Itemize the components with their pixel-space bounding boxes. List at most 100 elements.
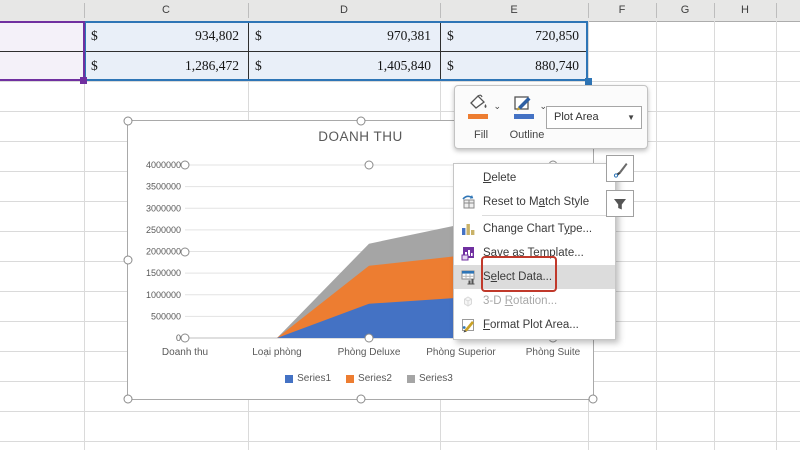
chart-selection-handle[interactable]: [123, 394, 133, 404]
legend-swatch: [406, 374, 415, 383]
currency-symbol: $: [447, 28, 454, 43]
chart-filters-button[interactable]: [606, 190, 634, 217]
legend-item[interactable]: Series1: [285, 373, 331, 384]
menu-item-label: Reset to Match Style: [483, 196, 590, 208]
plot-area-selection-handle[interactable]: [364, 160, 374, 170]
save-template-icon: [460, 245, 476, 261]
chart-selection-handle[interactable]: [588, 394, 598, 404]
chevron-down-icon[interactable]: ⌄: [539, 101, 547, 111]
menu-item-delete[interactable]: Delete: [454, 166, 615, 190]
y-axis-tick: 4000000: [146, 160, 181, 170]
menu-item-format-plot-area[interactable]: Format Plot Area...: [454, 313, 615, 337]
chart-selection-handle[interactable]: [356, 116, 366, 126]
funnel-icon: [614, 198, 626, 209]
cell-value: 934,802: [195, 28, 239, 43]
outline-button[interactable]: ⌄ Outline: [507, 93, 547, 141]
currency-symbol: $: [91, 58, 98, 73]
menu-item-label: Change Chart Type...: [483, 223, 593, 235]
menu-separator: [482, 215, 613, 216]
cell-value: 970,381: [387, 28, 431, 43]
chart-element-dropdown[interactable]: Plot Area ▼: [546, 106, 642, 129]
menu-item-label: Format Plot Area...: [483, 319, 579, 331]
x-axis-label: Phòng Suite: [525, 347, 581, 358]
plot-area-selection-handle[interactable]: [180, 160, 190, 170]
menu-item-reset-to-match-style[interactable]: Reset to Match Style: [454, 190, 615, 214]
y-axis-tick: 3500000: [146, 182, 181, 192]
dropdown-value: Plot Area: [554, 111, 599, 123]
dropdown-caret-icon: ▼: [627, 113, 635, 122]
currency-symbol: $: [447, 58, 454, 73]
x-axis-label: Doanh thu: [161, 347, 209, 358]
plot-area-selection-handle[interactable]: [180, 247, 190, 256]
fill-label: Fill: [473, 129, 489, 141]
column-header[interactable]: G: [680, 4, 690, 16]
outline-pencil-icon: [514, 96, 531, 111]
legend-label: Series2: [358, 373, 392, 384]
chart-title: DOANH THU: [318, 129, 403, 144]
column-header-row: C D E F G H: [0, 0, 800, 22]
menu-item-select-data[interactable]: Select Data...: [454, 265, 615, 289]
category-range-border: [83, 21, 85, 81]
column-header[interactable]: F: [618, 4, 626, 16]
table-cell[interactable]: $720,850: [440, 21, 588, 51]
table-cell[interactable]: $934,802: [84, 21, 248, 51]
format-plot-area-icon: [460, 317, 476, 333]
table-cell[interactable]: $1,286,472: [84, 51, 248, 81]
y-axis-tick: 1000000: [146, 290, 181, 300]
menu-item-save-as-template[interactable]: Save as Template...: [454, 241, 615, 265]
menu-item-change-chart-type[interactable]: Change Chart Type...: [454, 217, 615, 241]
currency-symbol: $: [255, 58, 262, 73]
cell-value: 1,405,840: [377, 58, 431, 73]
selected-data-range[interactable]: $934,802 $970,381 $720,850 $1,286,472 $1,405…: [0, 21, 592, 85]
legend-label: Series3: [418, 373, 453, 384]
cell-value: 880,740: [535, 58, 579, 73]
menu-item-label: Delete: [483, 172, 517, 184]
table-cell[interactable]: $970,381: [248, 21, 440, 51]
table-cell[interactable]: $880,740: [440, 51, 588, 81]
chart-selection-handle[interactable]: [123, 116, 133, 126]
outline-color-swatch[interactable]: [514, 114, 534, 119]
chart-selection-handle[interactable]: [123, 255, 133, 265]
cell-value: 1,286,472: [185, 58, 239, 73]
menu-item-label: Save as Template...: [483, 247, 584, 259]
chart-context-menu: Delete Reset to Match Style Change Chart T…: [453, 163, 616, 340]
legend-swatch: [346, 374, 355, 383]
paint-bucket-icon: [470, 94, 487, 109]
column-header[interactable]: H: [741, 4, 749, 16]
menu-item-label: 3-D Rotation...: [483, 295, 558, 307]
purple-fill-handle[interactable]: [80, 77, 87, 84]
reset-icon: [460, 194, 476, 210]
no-icon: [460, 170, 476, 186]
x-axis-label: Phòng Deluxe: [337, 347, 401, 358]
currency-symbol: $: [91, 28, 98, 43]
y-axis-tick: 500000: [151, 311, 181, 321]
chart-styles-button[interactable]: [606, 155, 634, 182]
y-axis-tick: 0: [176, 333, 181, 343]
chevron-down-icon[interactable]: ⌄: [493, 101, 501, 111]
legend-item[interactable]: Series3: [406, 373, 453, 384]
table-cell[interactable]: $1,405,840: [248, 51, 440, 81]
y-axis-tick: 1500000: [146, 268, 181, 278]
currency-symbol: $: [255, 28, 262, 43]
fill-color-swatch[interactable]: [468, 114, 488, 119]
chart-type-icon: [460, 221, 476, 237]
legend-item[interactable]: Series2: [346, 373, 392, 384]
column-header[interactable]: C: [162, 4, 170, 16]
x-axis-label: Loại phòng: [252, 347, 302, 358]
column-header[interactable]: D: [340, 4, 348, 16]
select-data-icon: [460, 269, 476, 285]
fill-button[interactable]: ⌄ Fill: [461, 93, 501, 141]
x-axis-label: Phòng Superior: [426, 347, 496, 358]
outline-label: Outline: [509, 129, 545, 141]
column-header[interactable]: E: [510, 4, 518, 16]
y-axis-tick: 3000000: [146, 203, 181, 213]
plot-area-selection-handle[interactable]: [180, 333, 190, 343]
rotation-3d-icon: [460, 293, 476, 309]
plot-area-selection-handle[interactable]: [364, 333, 374, 343]
legend-swatch: [285, 374, 294, 383]
blue-fill-handle[interactable]: [585, 78, 592, 85]
menu-item-label: Select Data...: [483, 271, 553, 283]
chart-selection-handle[interactable]: [356, 394, 366, 404]
paintbrush-icon: [613, 162, 628, 178]
category-range-border: [0, 79, 85, 81]
